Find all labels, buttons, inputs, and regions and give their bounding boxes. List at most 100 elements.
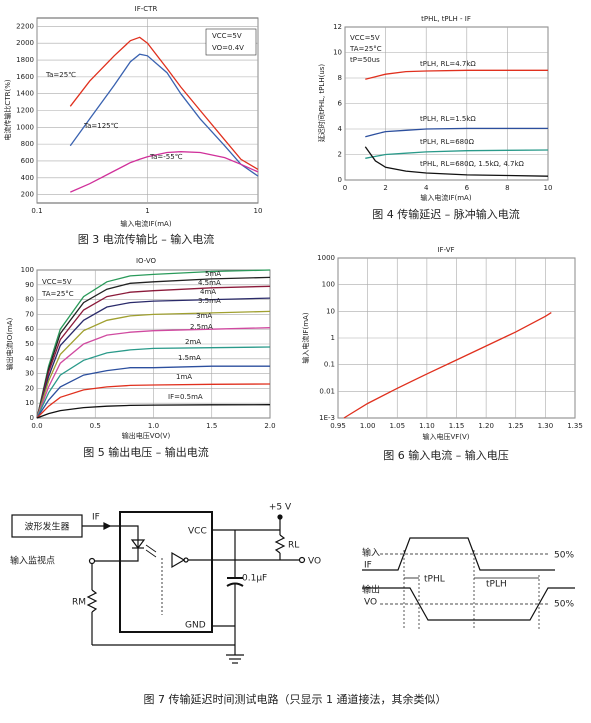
led-wire [120,525,139,562]
y-tick-label: 10 [333,49,342,57]
y-tick-label: 1600 [16,73,34,81]
x-tick-label: 0.1 [31,207,42,215]
x-tick-label: 6 [465,184,470,192]
y-tick-label: 1000 [317,254,335,262]
test-circuit [11,511,575,664]
light-arrow [145,544,157,553]
y-tick-label: 400 [21,174,34,182]
supply-dot [277,514,283,520]
label: 输出 [362,584,380,596]
label: IF [92,513,100,523]
x-tick-label: 1.30 [538,422,554,430]
series-line [36,297,271,419]
y-axis-label: 延迟时间tPHL, tPLH(us) [317,64,326,143]
x-tick-label: 1.05 [389,422,405,430]
series-label: 2mA [185,338,201,346]
vo-terminal [298,556,306,564]
label: GND [185,621,206,631]
input-waveform [362,537,555,571]
y-tick-label: 2000 [16,39,34,47]
series-line [364,146,549,177]
label: IF [364,561,372,571]
series-label: 3.5mA [198,297,221,305]
y-tick-label: 10 [326,307,335,315]
x-tick-label: 1.5 [206,422,217,430]
x-tick-label: 0.5 [90,422,101,430]
buffer [171,551,186,569]
series-line [365,69,548,80]
annotation-box [205,28,257,56]
output-waveform [362,587,575,621]
x-tick-label: 2 [383,184,387,192]
series-line [36,310,271,419]
y-axis-label: 电流传输比CTR(%) [3,79,12,140]
y-tick-label: 4 [338,125,343,133]
x-axis-label: 输入电压VF(V) [422,432,469,441]
monitor-point [88,557,96,565]
y-tick-label: 20 [25,384,34,392]
caption: 图 5 输出电压 – 输出电流 [83,445,208,459]
label: 输入 [362,547,380,559]
x-tick-label: 10 [544,184,553,192]
y-tick-label: 100 [21,266,34,274]
y-axis-label: 输入电流IF(mA) [301,312,310,363]
x-tick-label: 1 [145,207,149,215]
label: +5 V [269,503,292,513]
series-label: Ta=-55℃ [149,153,183,161]
series-line [36,404,271,419]
series-label: Ta=125℃ [83,122,119,130]
series-label: 3mA [196,312,212,320]
x-tick-label: 1.00 [360,422,376,430]
series-label: tPLH, RL=680Ω [420,138,475,146]
arrow [103,522,112,530]
x-tick-label: 1.20 [478,422,494,430]
light-arrow [145,549,157,558]
y-tick-label: 800 [21,140,34,148]
y-tick-label: 30 [25,370,34,378]
series-label: tPLH, RL=1.5kΩ [420,115,476,123]
series-line [36,285,271,419]
label: VO [308,557,321,567]
label: 50% [554,551,574,561]
y-axis-label: 输出电流IO(mA) [5,317,14,370]
y-tick-label: 600 [21,157,34,165]
series-line [36,346,271,419]
x-tick-label: 0.95 [330,422,346,430]
y-tick-label: 0.01 [319,387,335,395]
chip [119,511,213,633]
chart-title: IO-VO [136,257,157,265]
x-tick-label: 10 [254,207,263,215]
annotation: VCC=5V [350,34,380,42]
x-tick-label: 4 [424,184,429,192]
annotation: TA=25°C [41,290,74,298]
x-tick-label: 2.0 [264,422,275,430]
label: VCC [188,527,207,537]
caption: 图 7 传输延迟时间测试电路（只显示 1 通道接法，其余类似） [144,692,447,706]
y-tick-label: 70 [25,310,34,318]
label: 波形发生器 [24,521,69,533]
x-axis-label: 输入电流IF(mA) [420,193,471,202]
series-label: 1.5mA [178,354,201,362]
y-tick-label: 1E-3 [319,414,335,422]
series-line [343,312,552,419]
x-tick-label: 0.0 [31,422,42,430]
capacitor [226,582,244,587]
x-tick-label: 1.15 [449,422,465,430]
x-tick-label: 1.25 [508,422,524,430]
y-tick-label: 0 [30,414,34,422]
annotation: VCC=5V [42,278,72,286]
label: VO [364,598,377,608]
y-tick-label: 1200 [16,107,34,115]
chart-title: IF-VF [437,246,454,254]
x-tick-label: 1.10 [419,422,435,430]
series-line [36,269,271,419]
y-tick-label: 1400 [16,90,34,98]
y-tick-label: 1800 [16,56,34,64]
y-tick-label: 100 [322,281,335,289]
x-tick-label: 1.35 [567,422,583,430]
annotation: tP=50us [350,56,380,64]
y-tick-label: 12 [333,23,342,31]
resistor-rl [274,534,286,554]
y-tick-label: 10 [25,399,34,407]
